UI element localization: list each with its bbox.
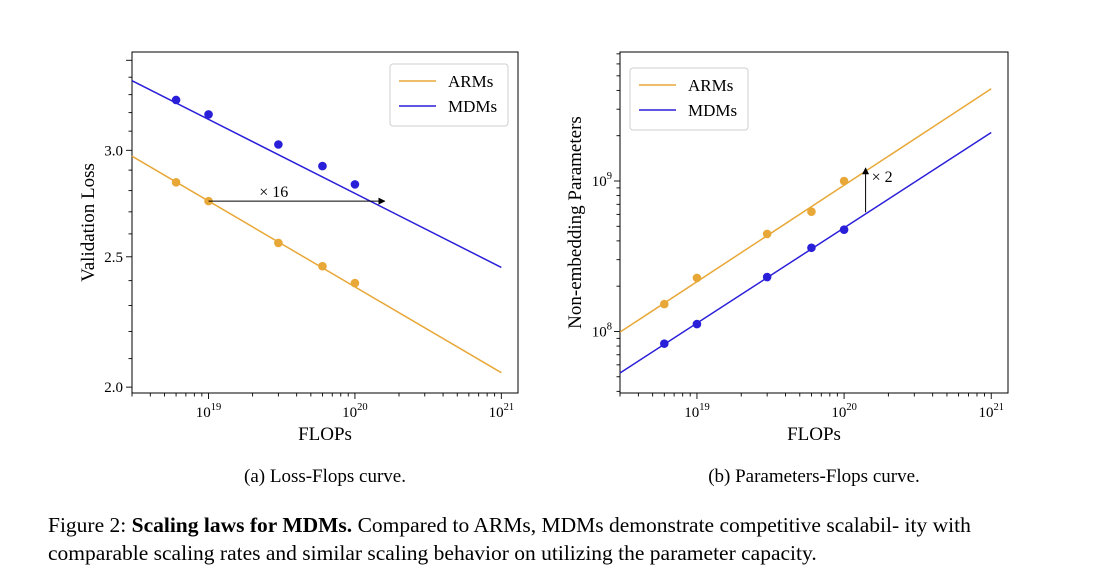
legend-box (389, 63, 509, 127)
subplot-caption: (a) Loss-Flops curve. (244, 466, 406, 487)
legend-label-mdms: MDMs (448, 97, 497, 116)
legend-box (629, 67, 749, 131)
subplot-caption: (b) Parameters-Flops curve. (708, 466, 920, 487)
figure-label: Figure 2: (48, 513, 127, 537)
x-tick-label: 1021 (489, 402, 515, 421)
figure-caption-text: Compared to ARMs, MDMs demonstrate compe… (48, 513, 971, 565)
mdms-data-point (171, 95, 181, 105)
y-axis-label: Validation Loss (78, 163, 99, 282)
arms-data-point (807, 207, 816, 217)
y-tick-label: 3.0 (104, 143, 123, 159)
params-flops-chart: 1019 1020 1021 108 109 FLOPs Non-embedding Par… (565, 51, 1009, 487)
mdms-fit-line (131, 79, 502, 269)
y-tick-label: 2.5 (104, 250, 123, 266)
y-axis-label: Non-embedding Parameters (565, 116, 586, 329)
mdms-fit-line (619, 131, 992, 374)
x-tick-label: 1020 (342, 402, 368, 421)
mdms-data-point (839, 225, 849, 234)
legend-label-arms: ARMs (688, 76, 733, 95)
arms-data-point (171, 178, 181, 187)
mdms-data-point (318, 161, 327, 171)
y-tick-label: 2.0 (104, 380, 123, 396)
arms-data-point (762, 229, 772, 239)
annotation-label: × 2 (872, 169, 893, 186)
arms-data-point (659, 299, 669, 309)
annotation-label: × 16 (259, 184, 288, 201)
mdms-data-point (274, 140, 283, 149)
y-tick-label: 109 (592, 171, 612, 190)
mdms-data-point (762, 272, 772, 282)
legend-label-arms: ARMs (448, 72, 493, 91)
arms-data-point (839, 176, 849, 186)
axes-frame (131, 51, 519, 394)
loss-flops-chart: 1019 1020 1021 2.0 2.5 3.0 FLOPs Validation Los… (78, 51, 519, 487)
figure-bold-title: Scaling laws for MDMs. (131, 513, 353, 537)
x-tick-label: 1020 (831, 402, 857, 421)
arms-data-point (318, 261, 327, 271)
figure-caption: Figure 2: Scaling laws for MDMs. Compare… (48, 511, 1058, 567)
arms-fit-line (131, 155, 502, 374)
mdms-data-point (204, 110, 213, 119)
x-tick-label: 1021 (978, 402, 1004, 421)
x-tick-label: 1019 (684, 402, 710, 421)
mdms-data-point (692, 319, 702, 329)
x-axis-label: FLOPs (787, 424, 841, 445)
legend: ARMs MDMs (629, 67, 749, 131)
legend-label-mdms: MDMs (688, 101, 737, 120)
mdms-data-point (350, 180, 360, 189)
axes-frame (619, 51, 1009, 394)
y-tick-label: 108 (592, 321, 612, 340)
arms-data-point (692, 273, 702, 283)
arms-data-point (350, 278, 360, 288)
legend: ARMs MDMs (389, 63, 509, 127)
x-tick-label: 1019 (196, 402, 222, 421)
arms-data-point (274, 238, 283, 248)
x-axis-label: FLOPs (298, 424, 352, 445)
figure-canvas: 1019 1020 1021 2.0 2.5 3.0 FLOPs Validation Los… (78, 51, 1009, 487)
mdms-data-point (659, 339, 669, 348)
mdms-data-point (807, 243, 816, 253)
arms-fit-line (619, 88, 992, 333)
